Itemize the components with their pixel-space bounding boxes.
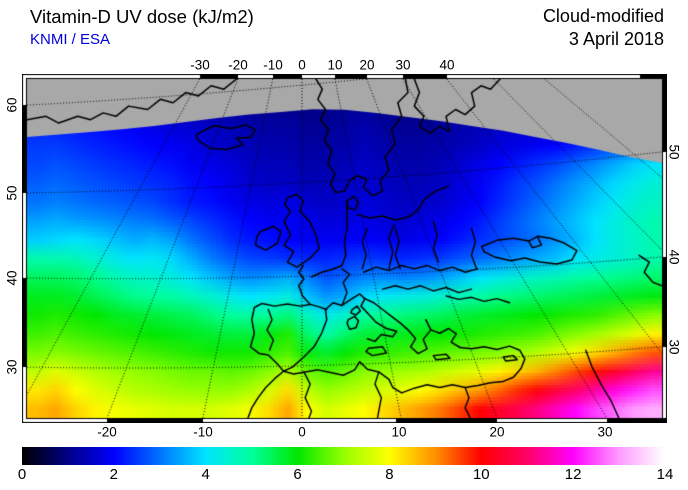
left-axis-tick-label: 50 (4, 185, 20, 201)
bottom-axis-tick-label: 10 (391, 424, 407, 440)
colorbar-tick-label: 12 (564, 466, 582, 483)
colorbar-tick-label: 2 (109, 466, 119, 483)
top-axis-tick-label: 20 (359, 57, 375, 73)
left-axis-tick-label: 30 (4, 359, 20, 375)
figure-title: Vitamin-D UV dose (kJ/m2) (30, 6, 254, 27)
colorbar-tick-label: 14 (656, 466, 674, 483)
colorbar-tick-label: 8 (385, 466, 394, 483)
colorbar-tick-label: 0 (17, 466, 27, 483)
colorbar (22, 447, 665, 465)
bottom-axis-tick-label: -10 (193, 424, 213, 440)
bottom-axis-tick-label: 20 (489, 424, 505, 440)
colorbar-tick-label: 4 (201, 466, 210, 483)
bottom-axis-tick-label: 0 (298, 424, 306, 440)
mode-label: Cloud-modified (542, 6, 664, 26)
colorbar-tick-label: 10 (472, 466, 490, 483)
top-axis-tick-label: 40 (439, 57, 455, 73)
right-axis-tick-label: 30 (666, 339, 682, 355)
right-axis-tick-label: 40 (666, 249, 682, 265)
bottom-axis-tick-label: -20 (97, 424, 117, 440)
top-axis-tick-label: -10 (263, 57, 283, 73)
left-axis-tick-label: 40 (4, 270, 20, 286)
top-axis-tick-label: 0 (298, 57, 306, 73)
colorbar-tick-label: 6 (293, 466, 302, 483)
bottom-axis-tick-label: 30 (597, 424, 613, 440)
right-axis-tick-label: 50 (666, 144, 682, 160)
left-axis-tick-label: 60 (4, 97, 20, 113)
top-axis-tick-label: 30 (395, 57, 411, 73)
top-axis-tick-label: -20 (228, 57, 248, 73)
top-axis-tick-label: 10 (327, 57, 343, 73)
top-axis-tick-label: -30 (190, 57, 210, 73)
uv-dose-map (22, 74, 667, 423)
date-label: 3 April 2018 (568, 29, 664, 49)
source-credit: KNMI / ESA (30, 31, 111, 48)
